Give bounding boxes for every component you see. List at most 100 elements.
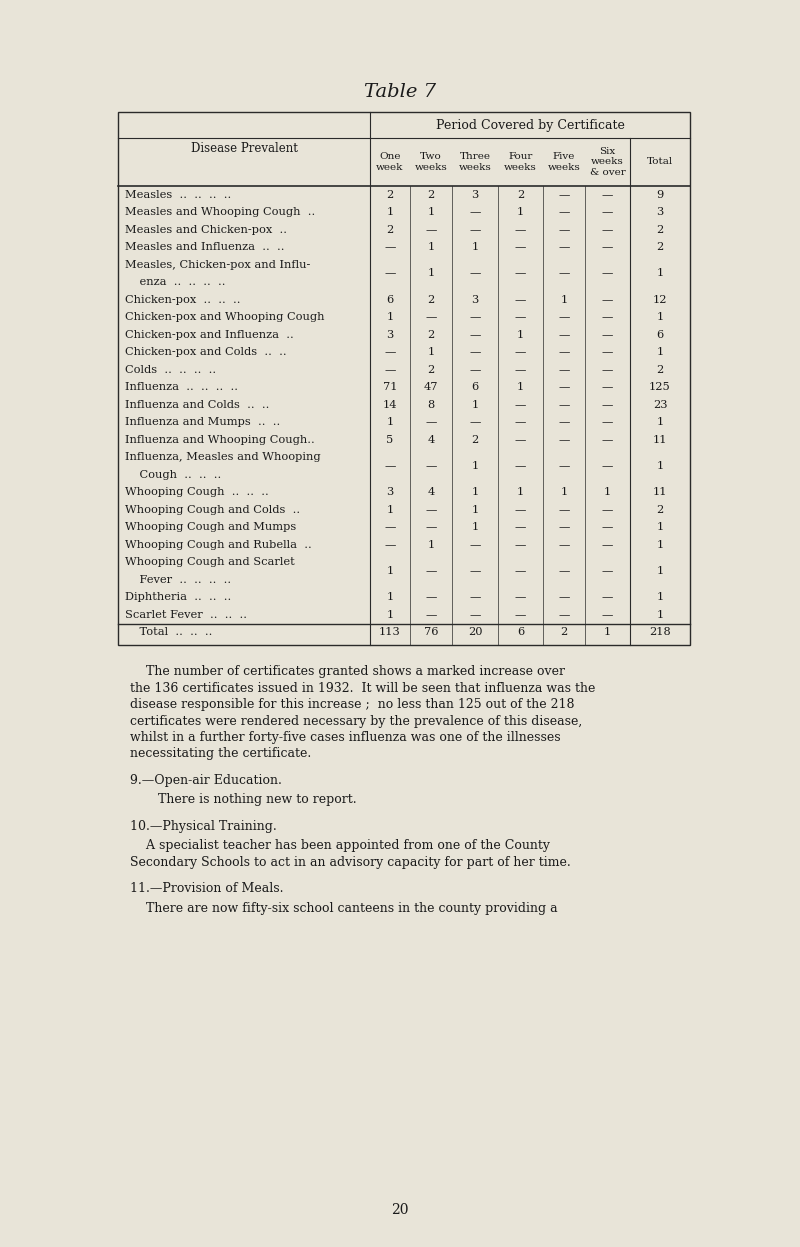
Text: —: — [470,540,481,550]
Text: 6: 6 [656,329,664,339]
Text: —: — [602,435,613,445]
Text: 1: 1 [656,268,664,278]
Text: 3: 3 [386,329,394,339]
Text: —: — [558,242,570,252]
Text: Whooping Cough and Colds  ..: Whooping Cough and Colds .. [125,505,300,515]
Text: 1: 1 [427,242,434,252]
Text: —: — [602,347,613,357]
Text: —: — [384,461,396,471]
Text: 6: 6 [471,383,478,393]
Text: 1: 1 [517,207,524,217]
Text: 1: 1 [656,461,664,471]
Text: 1: 1 [656,347,664,357]
Text: —: — [602,329,613,339]
Text: 113: 113 [379,627,401,637]
Text: —: — [470,207,481,217]
Text: —: — [384,540,396,550]
Text: —: — [426,312,437,322]
Text: —: — [470,347,481,357]
Text: 10.—Physical Training.: 10.—Physical Training. [130,821,277,833]
Text: —: — [558,505,570,515]
Text: 1: 1 [427,540,434,550]
Text: Colds  ..  ..  ..  ..: Colds .. .. .. .. [125,365,216,375]
Text: 23: 23 [653,400,667,410]
Text: —: — [470,268,481,278]
Text: —: — [558,329,570,339]
Text: —: — [515,224,526,234]
Text: —: — [515,540,526,550]
Text: 4: 4 [427,435,434,445]
Text: 2: 2 [427,294,434,304]
Text: certificates were rendered necessary by the prevalence of this disease,: certificates were rendered necessary by … [130,715,582,727]
Text: —: — [602,592,613,602]
Text: —: — [602,207,613,217]
Text: —: — [558,312,570,322]
Text: —: — [515,435,526,445]
Text: —: — [602,418,613,428]
Text: There are now fifty-six school canteens in the county providing a: There are now fifty-six school canteens … [130,902,558,915]
Text: Whooping Cough and Scarlet: Whooping Cough and Scarlet [125,557,294,567]
Text: 11.—Provision of Meals.: 11.—Provision of Meals. [130,883,283,895]
Text: 2: 2 [427,365,434,375]
Text: 1: 1 [517,488,524,498]
Text: 1: 1 [517,329,524,339]
Text: —: — [558,400,570,410]
Text: —: — [558,418,570,428]
Text: —: — [602,566,613,576]
Text: —: — [515,400,526,410]
Text: 1: 1 [427,268,434,278]
Text: —: — [515,505,526,515]
Text: —: — [602,610,613,620]
Text: 9.—Open-air Education.: 9.—Open-air Education. [130,774,282,787]
Text: 1: 1 [656,592,664,602]
Text: 2: 2 [517,190,524,200]
Text: 1: 1 [604,627,611,637]
Text: —: — [426,418,437,428]
Text: —: — [470,224,481,234]
Text: One
week: One week [376,152,404,172]
Text: Five
weeks: Five weeks [548,152,580,172]
Text: Total  ..  ..  ..: Total .. .. .. [125,627,212,637]
Text: Whooping Cough and Mumps: Whooping Cough and Mumps [125,522,296,532]
Text: Period Covered by Certificate: Period Covered by Certificate [435,118,625,131]
Text: 14: 14 [382,400,398,410]
Text: Chicken-pox  ..  ..  ..: Chicken-pox .. .. .. [125,294,241,304]
Text: 1: 1 [386,312,394,322]
Text: —: — [602,461,613,471]
Text: —: — [558,383,570,393]
Text: the 136 certificates issued in 1932.  It will be seen that influenza was the: the 136 certificates issued in 1932. It … [130,682,595,695]
Text: —: — [426,461,437,471]
Text: —: — [515,242,526,252]
Text: Whooping Cough and Rubella  ..: Whooping Cough and Rubella .. [125,540,312,550]
Text: A specialist teacher has been appointed from one of the County: A specialist teacher has been appointed … [130,839,550,853]
Text: Influenza  ..  ..  ..  ..: Influenza .. .. .. .. [125,383,238,393]
Text: —: — [602,383,613,393]
Text: 1: 1 [386,207,394,217]
Text: 8: 8 [427,400,434,410]
Text: —: — [515,522,526,532]
Text: Four
weeks: Four weeks [504,152,537,172]
Text: —: — [602,540,613,550]
Text: —: — [602,190,613,200]
Text: —: — [384,347,396,357]
Text: 9: 9 [656,190,664,200]
Text: 2: 2 [386,224,394,234]
Text: —: — [558,347,570,357]
Text: 20: 20 [468,627,482,637]
Text: 1: 1 [471,505,478,515]
Text: —: — [515,294,526,304]
Text: The number of certificates granted shows a marked increase over: The number of certificates granted shows… [130,665,565,678]
Text: 2: 2 [656,365,664,375]
Text: —: — [384,522,396,532]
Text: —: — [558,522,570,532]
Text: 20: 20 [391,1203,409,1217]
Text: 12: 12 [653,294,667,304]
Text: —: — [426,224,437,234]
Text: whilst in a further forty-five cases influenza was one of the illnesses: whilst in a further forty-five cases inf… [130,731,561,744]
Text: 1: 1 [656,418,664,428]
Text: —: — [426,592,437,602]
Text: enza  ..  ..  ..  ..: enza .. .. .. .. [125,277,226,287]
Text: 2: 2 [560,627,568,637]
Text: Fever  ..  ..  ..  ..: Fever .. .. .. .. [125,575,231,585]
Text: —: — [558,268,570,278]
